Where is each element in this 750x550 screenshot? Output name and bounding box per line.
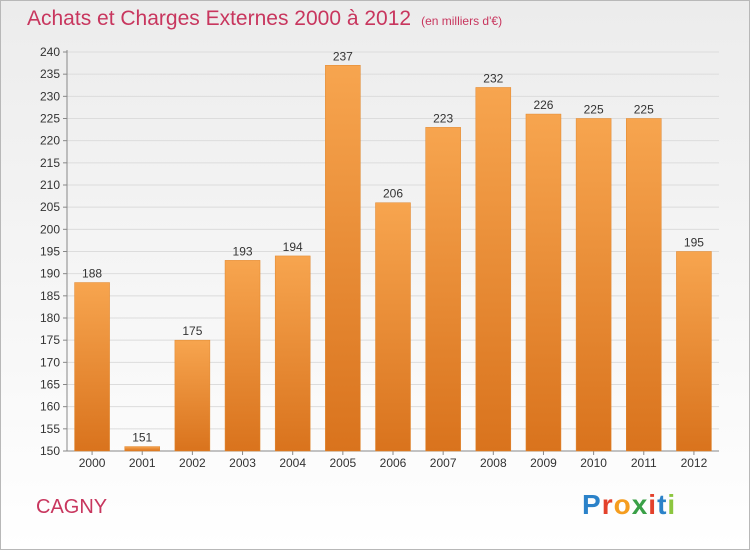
brand-letter: r bbox=[601, 489, 614, 520]
data-label: 225 bbox=[584, 103, 604, 117]
bar bbox=[224, 260, 261, 452]
data-label: 188 bbox=[82, 267, 102, 281]
bar bbox=[274, 255, 311, 452]
labels: 150 155 160 165 170 175 180 185 190 195 200 205 210 2… bbox=[40, 45, 708, 470]
y-tick-label: 190 bbox=[40, 267, 60, 281]
y-tick-label: 160 bbox=[40, 400, 60, 414]
bar bbox=[174, 339, 211, 452]
y-tick-label: 235 bbox=[40, 67, 60, 81]
brand-letter: x bbox=[631, 489, 649, 520]
x-tick-label: 2008 bbox=[480, 456, 507, 470]
data-label: 194 bbox=[283, 240, 303, 254]
y-tick-label: 175 bbox=[40, 333, 60, 347]
data-label: 237 bbox=[333, 49, 353, 63]
x-tick-label: 2006 bbox=[380, 456, 407, 470]
bar bbox=[575, 118, 612, 452]
bar bbox=[325, 65, 361, 452]
data-label: 223 bbox=[433, 111, 453, 125]
title-text: Achats et Charges Externes 2000 à 2012 bbox=[27, 7, 412, 30]
y-tick-label: 200 bbox=[40, 222, 60, 236]
y-tick-label: 230 bbox=[40, 89, 60, 103]
brand-letter: t bbox=[657, 489, 668, 520]
y-tick-label: 165 bbox=[40, 378, 60, 392]
y-tick-label: 180 bbox=[40, 311, 60, 325]
brand-letter: P bbox=[582, 489, 602, 520]
brand-letter: i bbox=[648, 489, 658, 520]
y-tick-label: 150 bbox=[40, 444, 60, 458]
x-tick-label: 2012 bbox=[681, 456, 708, 470]
x-tick-label: 2009 bbox=[530, 456, 557, 470]
x-tick-label: 2005 bbox=[329, 456, 356, 470]
x-tick-label: 2010 bbox=[580, 456, 607, 470]
bar bbox=[525, 113, 562, 452]
data-label: 175 bbox=[182, 324, 202, 338]
chart-subtitle: (en milliers d'€) bbox=[421, 14, 503, 28]
y-tick-label: 185 bbox=[40, 289, 60, 303]
y-tick-label: 225 bbox=[40, 112, 60, 126]
data-label: 232 bbox=[483, 71, 503, 85]
y-tick-label: 205 bbox=[40, 200, 60, 214]
bars bbox=[74, 65, 712, 452]
bar bbox=[74, 282, 110, 452]
brand-letter: o bbox=[613, 489, 632, 520]
y-tick-label: 220 bbox=[40, 134, 60, 148]
data-label: 195 bbox=[684, 236, 704, 250]
y-tick-label: 215 bbox=[40, 156, 60, 170]
data-label: 225 bbox=[634, 103, 654, 117]
y-tick-label: 210 bbox=[40, 178, 60, 192]
data-label: 193 bbox=[233, 244, 253, 258]
y-tick-label: 195 bbox=[40, 245, 60, 259]
data-label: 206 bbox=[383, 187, 403, 201]
y-tick-label: 240 bbox=[40, 45, 60, 59]
x-tick-label: 2000 bbox=[79, 456, 106, 470]
x-tick-label: 2001 bbox=[129, 456, 156, 470]
y-tick-label: 170 bbox=[40, 355, 60, 369]
x-tick-label: 2007 bbox=[430, 456, 457, 470]
data-label: 226 bbox=[533, 98, 553, 112]
bar bbox=[124, 446, 160, 452]
x-tick-label: 2004 bbox=[279, 456, 306, 470]
bar bbox=[626, 118, 662, 452]
bar bbox=[375, 202, 411, 452]
chart-title: Achats et Charges Externes 2000 à 2012 (e… bbox=[27, 7, 502, 31]
bar bbox=[425, 127, 461, 452]
bar bbox=[676, 251, 712, 452]
x-tick-label: 2002 bbox=[179, 456, 206, 470]
brand-letter: i bbox=[667, 489, 677, 520]
brand-logo: Proxiti bbox=[582, 489, 676, 521]
bar bbox=[475, 87, 512, 452]
commune-name: CAGNY bbox=[36, 496, 108, 518]
x-tick-label: 2003 bbox=[229, 456, 256, 470]
y-tick-label: 155 bbox=[40, 422, 60, 436]
x-tick-label: 2011 bbox=[631, 456, 657, 470]
data-label: 151 bbox=[132, 431, 152, 445]
